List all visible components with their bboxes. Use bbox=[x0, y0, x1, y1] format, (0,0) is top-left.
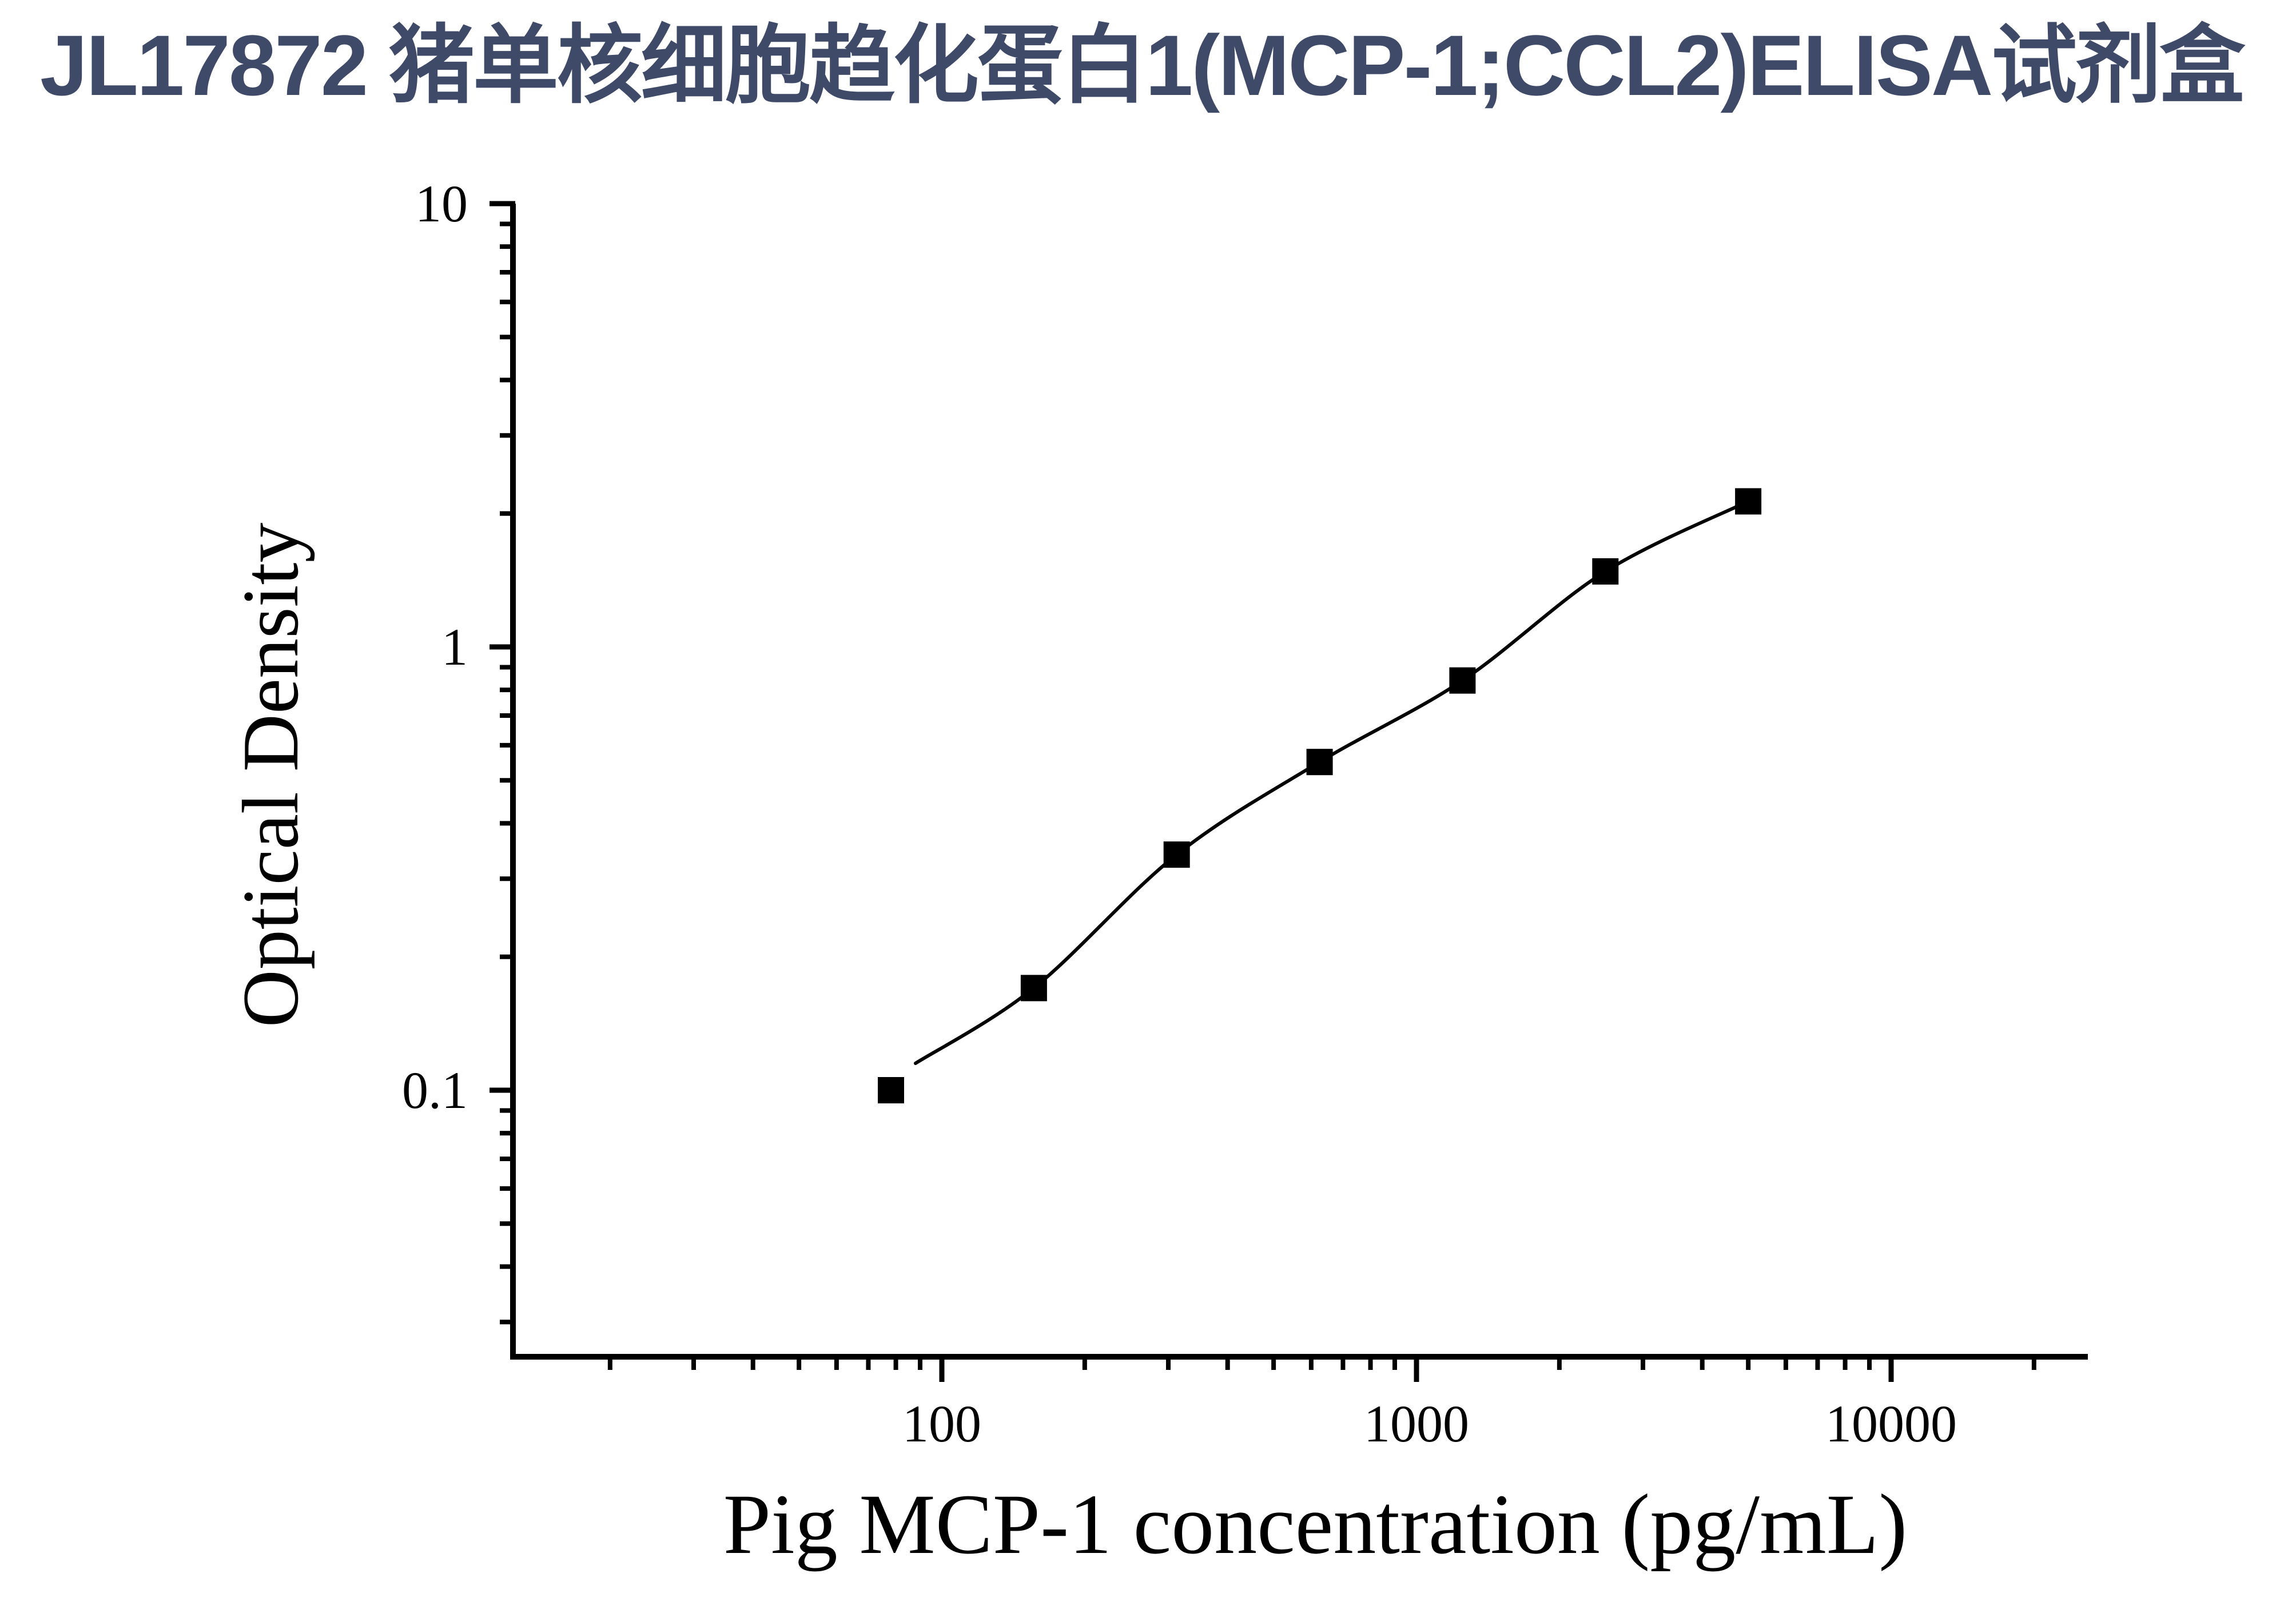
plot-layer bbox=[878, 488, 1762, 1103]
y-axis-title: Optical Density bbox=[226, 523, 315, 1028]
data-point-marker bbox=[1735, 488, 1762, 515]
data-point-marker bbox=[1592, 558, 1619, 585]
ticks-layer: 10 1 0.1 100 1000 10000 bbox=[402, 174, 2036, 1453]
y-tick-label: 10 bbox=[415, 174, 468, 233]
data-point-marker bbox=[1306, 749, 1333, 776]
x-tick-label: 100 bbox=[902, 1395, 981, 1453]
page-title: JL17872 猪单核细胞趋化蛋白1(MCP-1;CCL2)ELISA试剂盒 bbox=[40, 17, 2245, 113]
data-point-marker bbox=[878, 1077, 904, 1103]
y-tick-label: 1 bbox=[441, 618, 468, 676]
x-tick-label: 1000 bbox=[1364, 1395, 1469, 1453]
y-tick-label: 0.1 bbox=[402, 1061, 468, 1119]
data-point-marker bbox=[1020, 975, 1047, 1002]
x-axis-title: Pig MCP-1 concentration (pg/mL) bbox=[723, 1477, 1908, 1572]
x-tick-label: 10000 bbox=[1825, 1395, 1957, 1453]
data-point-marker bbox=[1163, 841, 1190, 868]
data-point-marker bbox=[1449, 667, 1476, 694]
